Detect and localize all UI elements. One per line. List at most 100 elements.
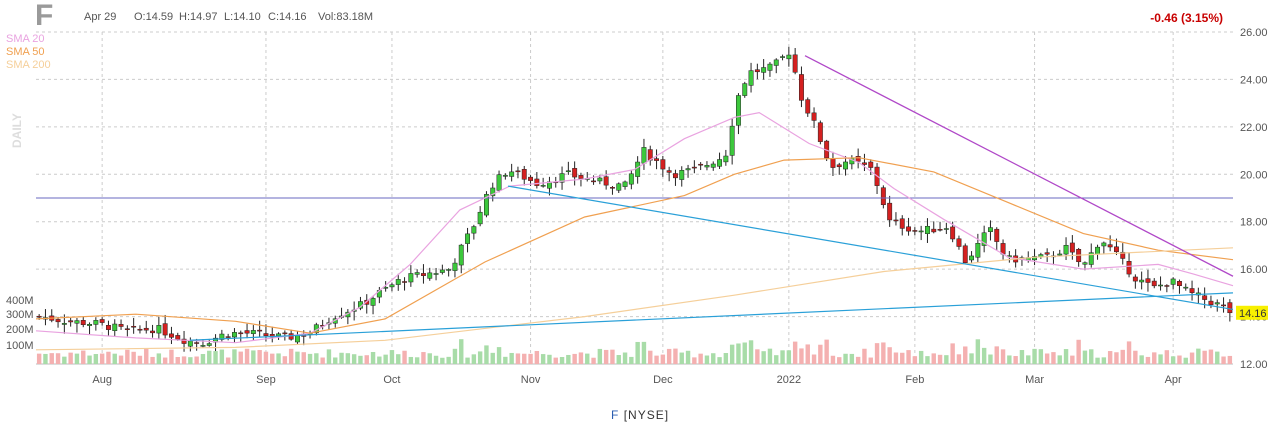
trendline-blue-lower [189,292,1234,341]
candle-body [616,183,622,191]
volume-bar [49,353,54,364]
volume-bar [1177,355,1182,364]
candle-body [1176,281,1182,286]
volume-tick-label: 400M [6,295,34,307]
volume-bar [1007,355,1012,364]
volume-bar [181,356,187,364]
volume-bar [112,353,117,364]
volume-tick-label: 100M [6,340,34,352]
candle-body [666,170,672,173]
candle-body [565,170,571,173]
volume-bar [818,344,823,364]
volume-bar [1152,352,1157,364]
candle-body [534,178,540,186]
y-tick-label: 20.00 [1240,169,1268,181]
candle-body [439,269,445,273]
candle-body [1113,246,1119,253]
candle-body [975,243,981,258]
candle-body [578,175,584,179]
x-tick-label: 2022 [777,374,801,386]
volume-bar [1019,350,1025,364]
candle-body [672,173,678,179]
candle-body [792,54,798,73]
volume-bar [654,355,659,364]
volume-bar [125,349,130,364]
volume-bar [906,350,911,364]
volume-bar [244,348,250,364]
y-tick-label: 26.00 [1240,27,1268,39]
volume-bar [547,354,552,364]
candle-body [509,171,515,177]
candle-body [1120,251,1126,259]
volume-bar [742,342,747,364]
volume-bar [748,340,754,364]
volume-bar [799,348,804,364]
volume-bar [1038,349,1044,364]
volume-bar [610,349,615,364]
header-low: L:14.10 [224,11,261,23]
volume-bar [345,353,351,364]
candle-body [559,173,565,183]
volume-bar [774,355,779,364]
volume-tick-label: 200M [6,324,34,336]
candle-body [1189,288,1195,293]
volume-bar [225,357,231,364]
volume-bar [314,353,319,364]
candle-body [685,168,691,171]
volume-bar [1057,355,1062,364]
volume-bar [320,357,325,364]
candle-body [282,332,288,335]
candle-body [1088,252,1094,265]
volume-bar [433,355,439,364]
volume-bar [1139,355,1144,364]
y-tick-label: 24.00 [1240,74,1268,86]
candle-body [981,232,987,246]
candle-body [74,320,80,324]
candle-body [912,230,918,232]
candle-body [861,162,867,165]
volume-bar [257,350,262,364]
y-tick-label: 12.00 [1240,359,1268,371]
header-open: O:14.59 [134,11,174,23]
volume-bar [358,355,363,364]
volume-bar [912,356,918,364]
volume-bar [1164,350,1170,364]
header-date: Apr 29 [84,11,117,23]
volume-bar [534,350,540,364]
volume-bar [477,351,483,364]
candle-body [471,226,477,234]
candle-body [1069,242,1075,253]
volume-bar [471,354,477,364]
candle-body [635,161,641,177]
volume-bar [679,352,684,364]
volume-bar [755,349,760,364]
candle-body [370,298,376,306]
candle-body [483,194,489,216]
y-tick-label: 22.00 [1240,122,1268,134]
candle-body [622,181,628,187]
volume-bar [963,346,968,364]
candle-body [899,218,905,229]
candle-body [1101,242,1107,247]
sma20-line [35,111,1234,344]
chart-footer: F [NYSE] [611,408,669,422]
x-tick-label: Aug [92,374,112,386]
volume-bar [893,352,899,364]
legend-sma50: SMA 50 [6,46,45,58]
volume-bar [81,350,86,364]
candle-body [294,335,300,343]
volume-bar [1051,352,1056,364]
sma50-line [35,157,1234,334]
candle-body [1227,302,1233,314]
candle-body [276,333,282,336]
volume-bar [326,349,332,364]
volume-bar [1044,353,1050,364]
candle-body [742,83,748,96]
candle-body [969,255,975,261]
candle-body [628,173,634,185]
candle-body [515,170,521,173]
candle-body [80,320,86,325]
x-tick-label: Dec [653,374,673,386]
volume-bar [1145,356,1151,364]
candle-body [408,273,414,283]
